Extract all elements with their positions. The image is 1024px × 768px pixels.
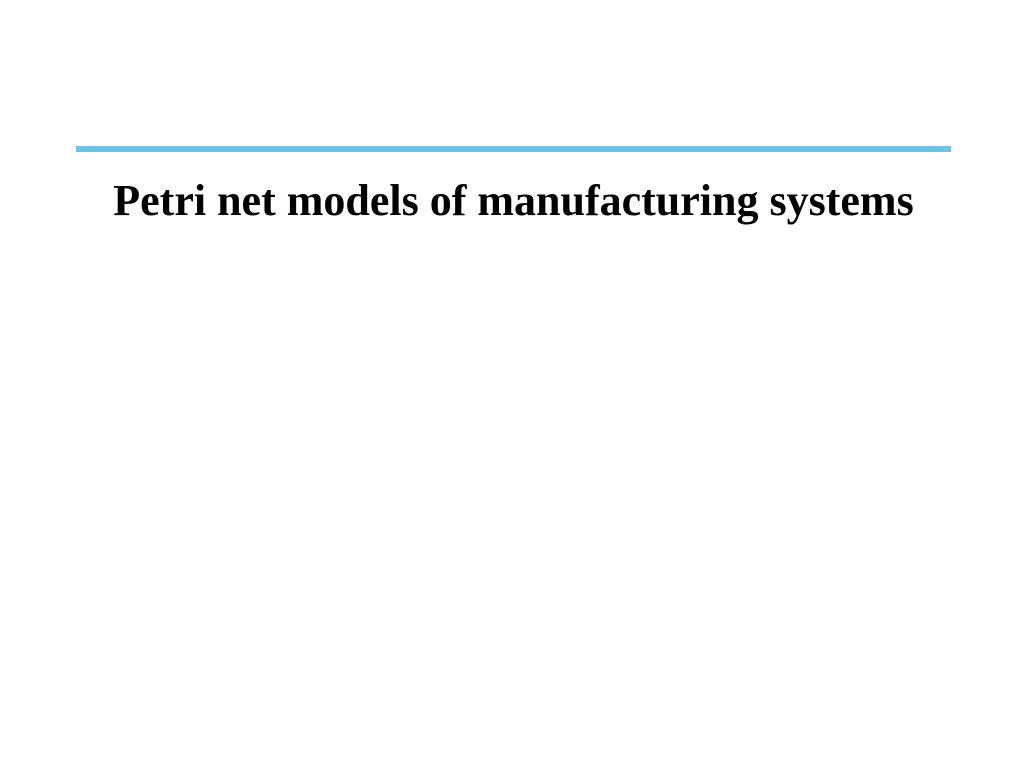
horizontal-divider — [76, 146, 951, 152]
slide-title: Petri net models of manufacturing system… — [76, 176, 951, 227]
